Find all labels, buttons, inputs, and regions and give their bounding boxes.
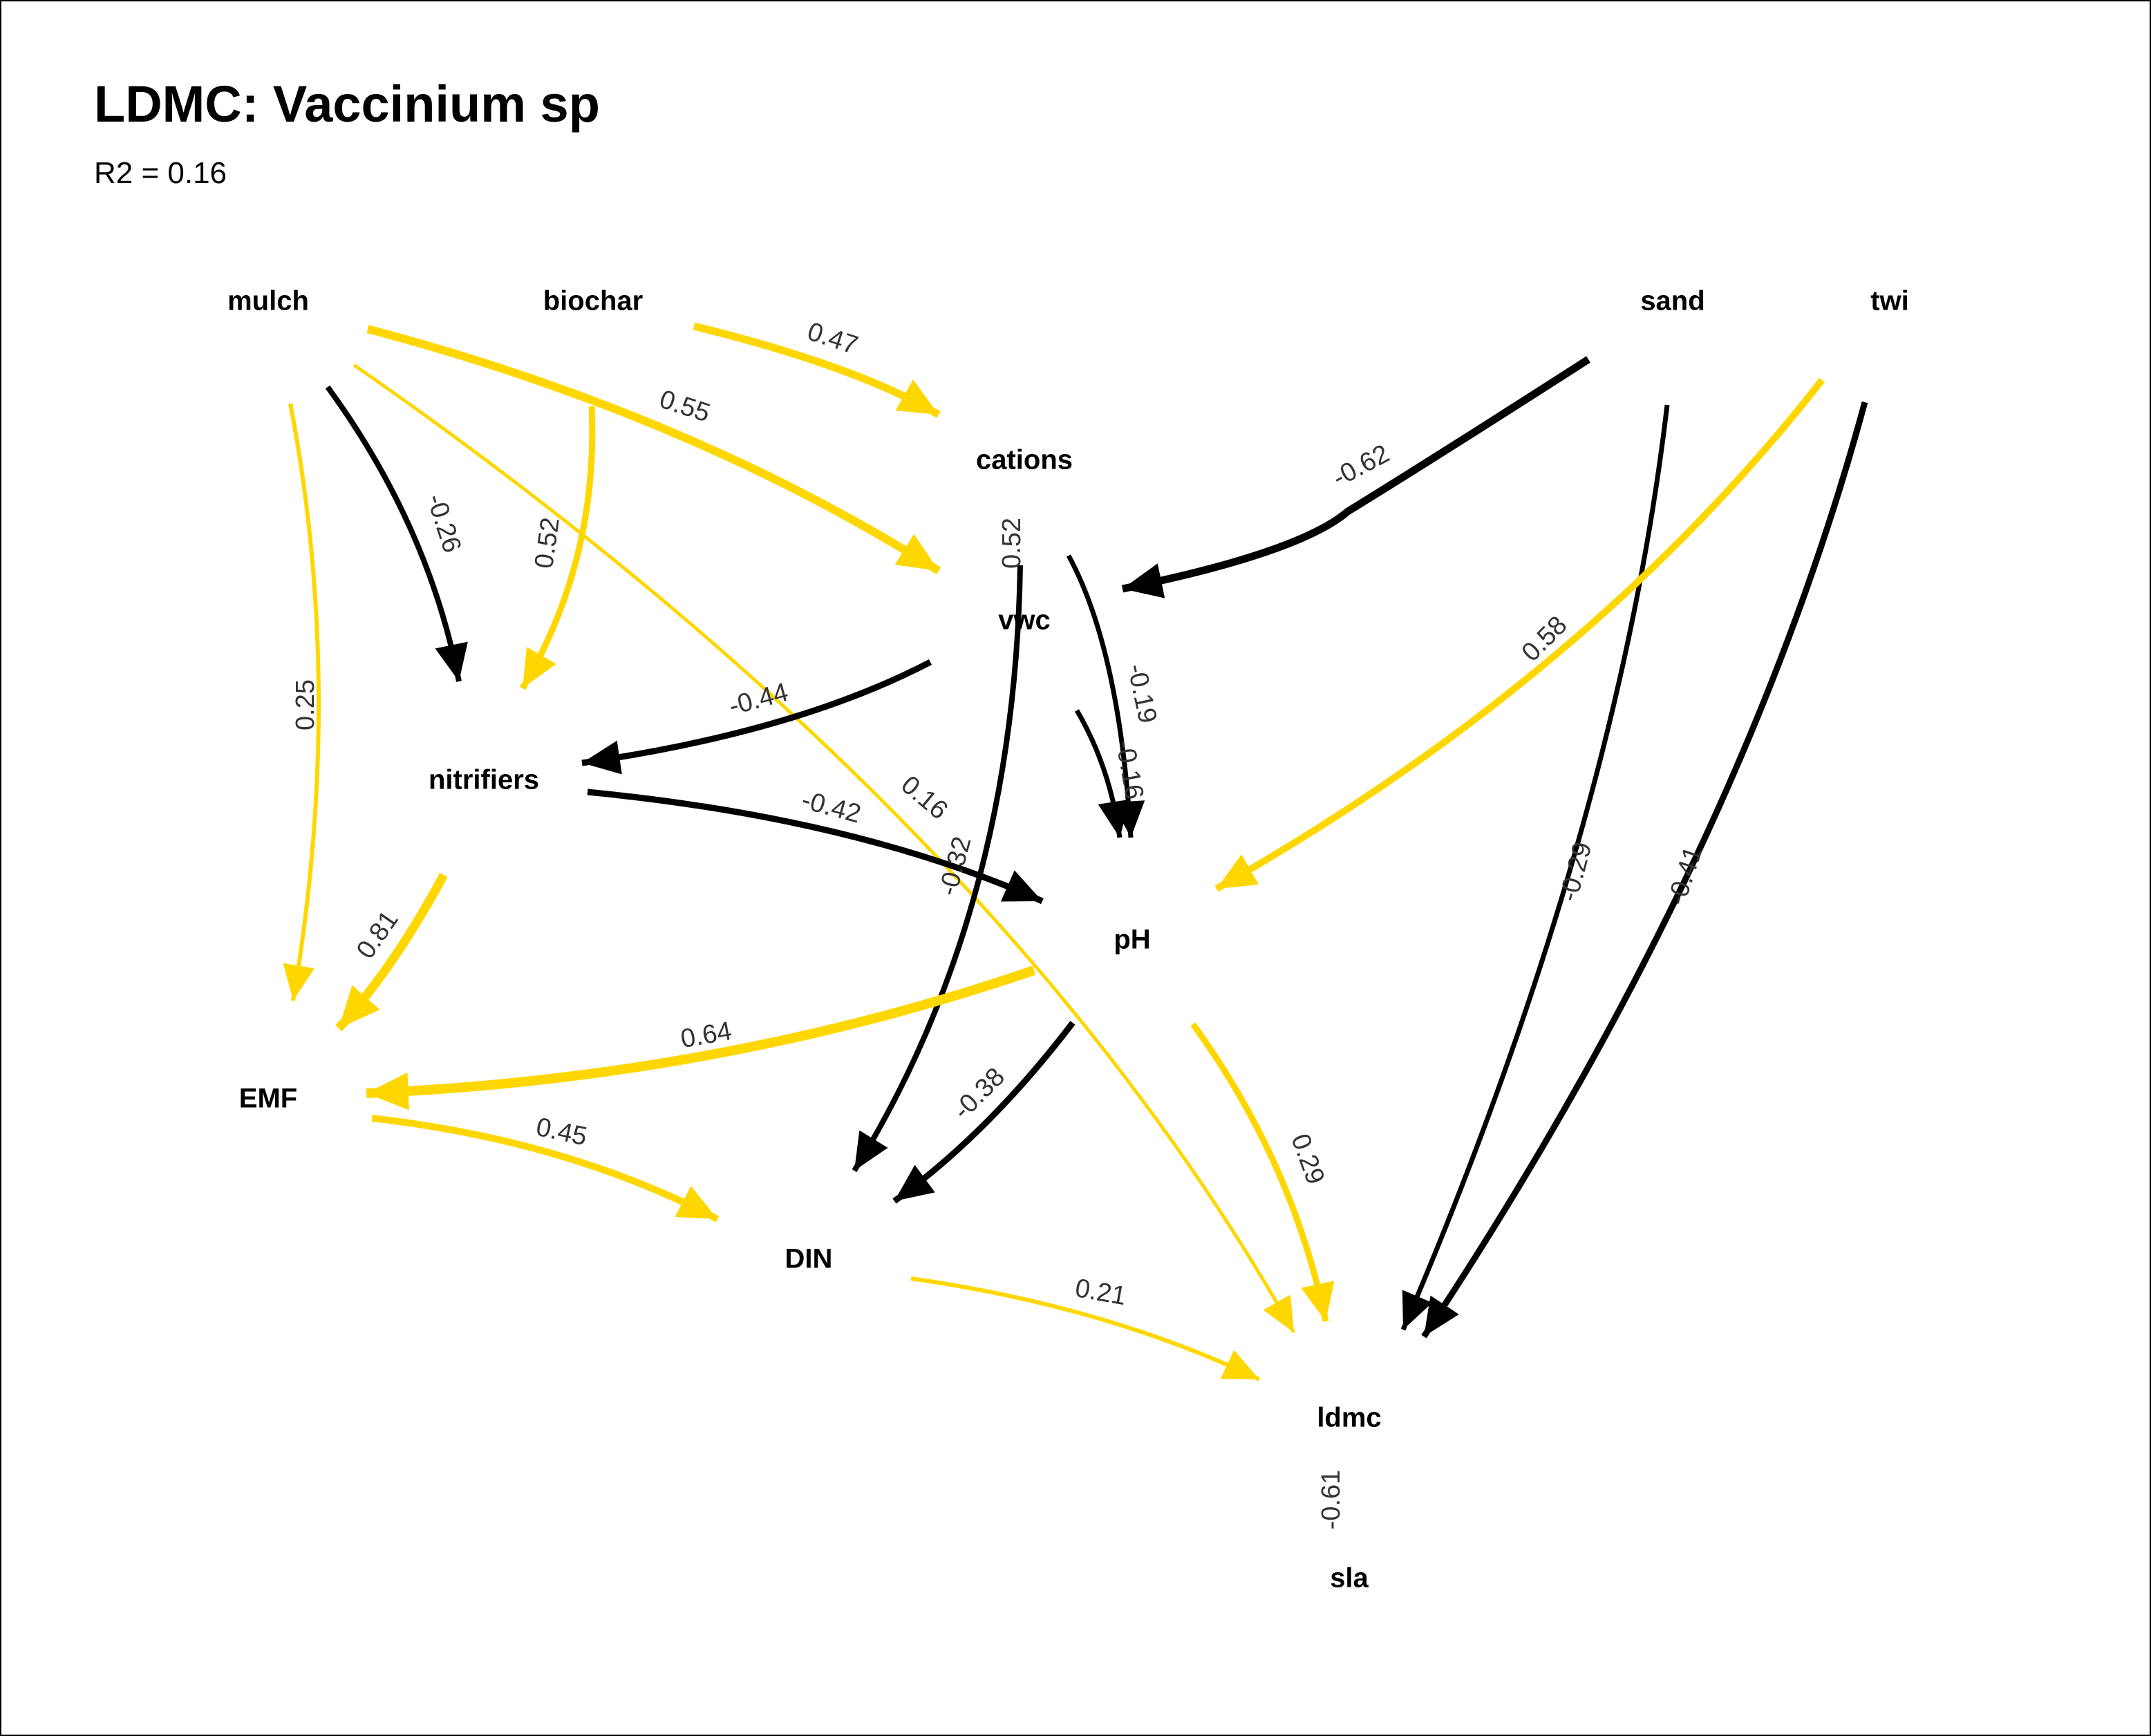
edge-path xyxy=(910,1276,1261,1381)
edge-sand-to-vwc xyxy=(1121,356,1590,598)
edge-mulch-to-EMF xyxy=(283,403,321,1001)
arrowhead xyxy=(1424,1295,1459,1337)
edge-DIN-to-ldmc xyxy=(910,1276,1261,1381)
edge-label-nitrifiers-to-pH: -0.42 xyxy=(798,786,864,829)
node-twi: twi xyxy=(1870,286,1909,317)
arrowhead xyxy=(1123,563,1165,598)
edge-label-mulch-to-vwc: 0.55 xyxy=(656,385,713,428)
edge-path xyxy=(1214,377,1825,892)
edge-label-biochar-to-nitrifiers: 0.52 xyxy=(529,516,565,570)
edge-path xyxy=(852,565,1023,1173)
node-biochar: biochar xyxy=(543,286,643,317)
edge-path xyxy=(288,403,321,1001)
edge-label-pH-to-DIN: -0.38 xyxy=(948,1062,1011,1125)
edge-path xyxy=(371,1115,720,1223)
edge-EMF-to-DIN xyxy=(371,1115,720,1223)
edge-mulch-to-nitrifiers xyxy=(325,385,468,682)
edge-label-vwc-to-pH: -0.16 xyxy=(1110,737,1149,802)
arrowhead xyxy=(435,641,468,681)
edge-path xyxy=(325,385,462,682)
edge-label-DIN-to-ldmc: 0.21 xyxy=(1073,1274,1128,1311)
edge-path xyxy=(1400,404,1670,1331)
arrowhead xyxy=(1263,1294,1294,1332)
edge-label-mulch-to-nitrifiers: -0.26 xyxy=(421,491,467,556)
arrowhead xyxy=(283,963,315,1001)
edge-path xyxy=(1190,1022,1329,1322)
edge-nitrifiers-to-pH xyxy=(587,789,1044,905)
edge-pH-to-DIN xyxy=(892,1021,1076,1204)
edge-sand-to-ldmc xyxy=(1400,404,1670,1331)
arrowhead xyxy=(895,379,939,415)
node-cations: cations xyxy=(976,445,1073,475)
edge-path xyxy=(1421,401,1868,1339)
edge-path xyxy=(1121,356,1590,593)
arrowhead xyxy=(366,1072,409,1111)
edge-label-ldmc-to-sla: -0.61 xyxy=(1317,1470,1346,1530)
node-mulch: mulch xyxy=(227,286,309,317)
edge-path xyxy=(520,406,596,690)
edge-label-sand-to-ldmc: -0.29 xyxy=(1554,839,1598,905)
edge-mulch-to-ldmc xyxy=(353,363,1296,1334)
arrowhead xyxy=(1402,1290,1433,1330)
arrowhead xyxy=(1098,799,1131,838)
edge-label-mulch-to-EMF: 0.25 xyxy=(291,679,320,730)
edge-label-twi-to-ldmc: -0.41 xyxy=(1662,843,1709,909)
edge-mulch-to-vwc xyxy=(366,325,941,575)
edge-label-pH-to-ldmc: 0.29 xyxy=(1285,1130,1330,1188)
node-EMF: EMF xyxy=(239,1084,297,1114)
edge-label-biochar-to-cations: 0.47 xyxy=(804,317,861,361)
page-subtitle: R2 = 0.16 xyxy=(94,156,227,190)
arrowhead xyxy=(854,1130,888,1171)
edge-pH-to-ldmc xyxy=(1190,1022,1335,1322)
edge-label-cations-to-pH: -0.19 xyxy=(1121,661,1162,726)
edge-biochar-to-nitrifiers xyxy=(520,406,596,690)
edge-path xyxy=(581,659,932,766)
page-title: LDMC: Vaccinium sp xyxy=(94,75,600,133)
edge-cations-to-DIN xyxy=(852,565,1023,1173)
node-sla: sla xyxy=(1330,1563,1369,1594)
edge-label-vwc-to-nitrifiers: -0.44 xyxy=(726,678,791,721)
edge-biochar-to-cations xyxy=(693,322,941,418)
edge-label-cations-to-DIN: -0.32 xyxy=(934,833,977,899)
edge-twi-to-ldmc xyxy=(1421,401,1868,1339)
node-ldmc: ldmc xyxy=(1317,1403,1381,1433)
arrowhead xyxy=(582,740,622,775)
edge-path xyxy=(366,325,941,575)
arrowhead xyxy=(675,1186,717,1219)
edge-label-cations-to-DIN: 0.52 xyxy=(997,518,1026,569)
edge-label-mulch-to-ldmc: 0.16 xyxy=(895,771,953,826)
edge-vwc-to-pH xyxy=(1074,709,1131,838)
node-vwc: vwc xyxy=(998,605,1051,636)
edge-path xyxy=(1066,554,1134,838)
edge-twi-to-pH xyxy=(1214,377,1825,892)
edge-path xyxy=(353,363,1296,1334)
arrowhead xyxy=(339,985,380,1028)
edge-vwc-to-nitrifiers xyxy=(581,659,932,775)
arrowhead xyxy=(1301,1281,1335,1321)
arrowhead xyxy=(894,1164,935,1201)
edge-label-twi-to-pH: 0.58 xyxy=(1516,611,1573,668)
edge-path xyxy=(366,965,1036,1098)
node-pH: pH xyxy=(1114,925,1150,955)
edge-nitrifiers-to-EMF xyxy=(335,872,448,1032)
arrowhead xyxy=(1220,1350,1259,1379)
edge-pH-to-EMF xyxy=(366,965,1036,1111)
arrowhead xyxy=(1000,870,1042,902)
arrowhead xyxy=(1217,854,1259,889)
edge-label-EMF-to-DIN: 0.45 xyxy=(534,1113,590,1151)
edge-path xyxy=(587,789,1044,905)
arrowhead xyxy=(523,647,556,688)
node-nitrifiers: nitrifiers xyxy=(429,765,539,795)
node-DIN: DIN xyxy=(785,1244,833,1274)
arrowhead xyxy=(894,534,939,571)
node-sand: sand xyxy=(1640,286,1704,317)
